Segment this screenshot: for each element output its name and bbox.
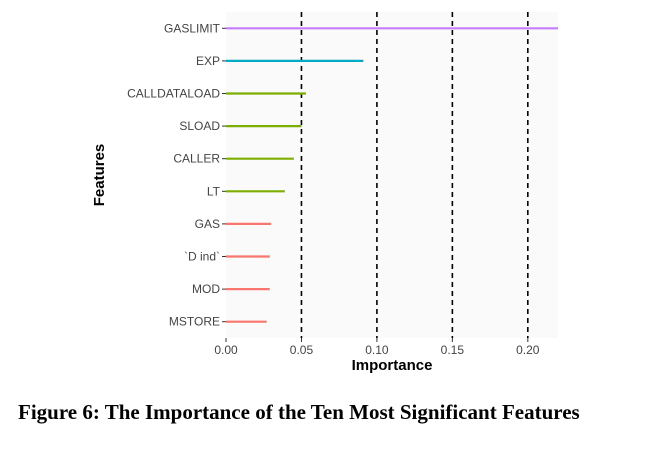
x-axis-title: Importance xyxy=(352,357,433,374)
x-axis: 0.00 0.05 0.10 0.15 0.20 xyxy=(214,338,540,357)
y-tick-label: EXP xyxy=(196,54,220,68)
y-axis-title: Features xyxy=(91,144,108,207)
y-tick-label: MSTORE xyxy=(169,315,220,329)
y-tick-label: LT xyxy=(207,184,221,198)
y-axis: GASLIMIT EXP CALLDATALOAD SLOAD CALLER LT GAS `… xyxy=(127,21,226,329)
x-tick-label: 0.20 xyxy=(516,343,540,357)
y-tick-label: MOD xyxy=(192,282,220,296)
x-tick-label: 0.10 xyxy=(365,343,389,357)
reference-lines xyxy=(300,12,529,338)
y-tick-label: SLOAD xyxy=(179,119,220,133)
x-tick-label: 0.05 xyxy=(290,343,314,357)
chart-svg: GASLIMIT EXP CALLDATALOAD SLOAD CALLER LT GAS `… xyxy=(91,12,558,374)
plot-panel xyxy=(226,12,558,338)
y-tick-label: GASLIMIT xyxy=(164,21,221,35)
y-tick-label: GAS xyxy=(195,217,220,231)
y-tick-label: `D ind` xyxy=(184,250,220,264)
feature-importance-chart: GASLIMIT EXP CALLDATALOAD SLOAD CALLER LT GAS `… xyxy=(91,12,558,374)
y-tick-label: CALLER xyxy=(173,152,220,166)
x-tick-label: 0.00 xyxy=(214,343,238,357)
x-tick-label: 0.15 xyxy=(441,343,465,357)
figure-caption: Figure 6: The Importance of the Ten Most… xyxy=(18,400,580,424)
bars-group xyxy=(226,27,558,323)
y-tick-label: CALLDATALOAD xyxy=(127,87,220,101)
